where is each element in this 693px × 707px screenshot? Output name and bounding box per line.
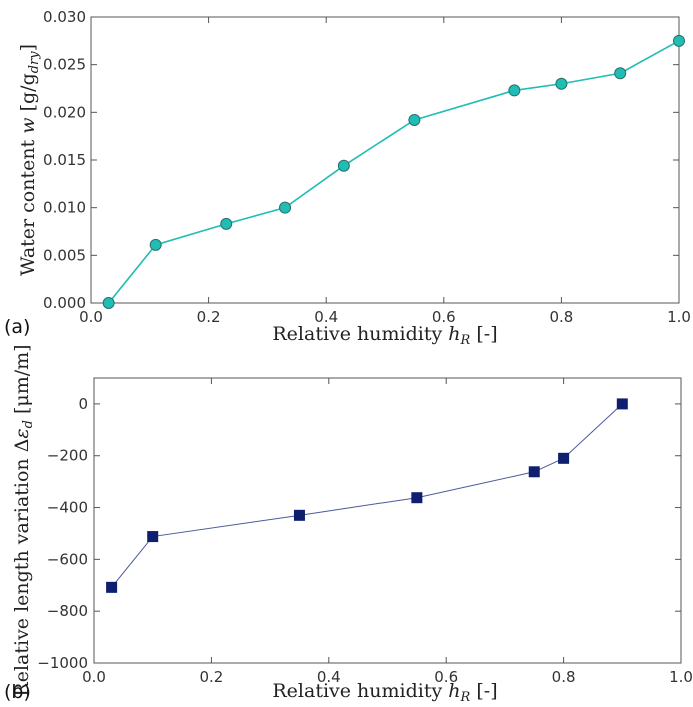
data-point — [279, 201, 292, 214]
data-point — [673, 34, 685, 47]
data-point — [411, 492, 423, 504]
x-axis-label: Relative humidity hR [-] — [272, 680, 497, 705]
plot-frame — [93, 377, 682, 664]
data-point — [337, 159, 350, 172]
chart-panel-a: 0.0 0.2 0.4 0.6 0.8 1.0 0.000 0.005 0.010 0.015 0.… — [4, 8, 691, 348]
y-axis-label: Relative length variation Δεd [μm/m] — [11, 344, 36, 696]
y-tick-label: −1000 — [37, 654, 88, 672]
x-tick-label: 0.2 — [197, 308, 221, 326]
y-axis-label: Water content w [g/gdry] — [17, 44, 42, 276]
x-tick-label: 0.0 — [79, 308, 103, 326]
data-point — [616, 398, 628, 410]
data-point — [558, 452, 570, 464]
x-tick-label: 0.6 — [434, 668, 458, 686]
data-point — [293, 509, 305, 521]
panel-label: (a) — [4, 316, 30, 338]
x-tick-label: 0.8 — [552, 668, 576, 686]
y-tick-label: 0.030 — [43, 8, 86, 26]
x-tick-label: 0.4 — [317, 668, 341, 686]
x-tick-label: 0.6 — [432, 308, 456, 326]
y-tick-label: −800 — [47, 602, 88, 620]
data-point — [508, 84, 521, 97]
y-tick-label: 0.020 — [43, 103, 86, 121]
y-tick-label: 0.010 — [43, 199, 86, 217]
x-tick-label: 1.0 — [669, 668, 693, 686]
data-point — [528, 466, 540, 478]
y-tick-label: 0.025 — [43, 56, 86, 74]
x-tick-label: 1.0 — [667, 308, 691, 326]
data-point — [106, 581, 118, 593]
y-tick-label: 0.000 — [43, 294, 86, 312]
y-tick-label: 0.005 — [43, 246, 86, 264]
x-axis-label: Relative humidity hR [-] — [272, 323, 497, 348]
data-point — [408, 113, 421, 126]
data-point — [614, 67, 627, 80]
x-tick-label: 0.8 — [549, 308, 573, 326]
data-point — [147, 531, 159, 543]
y-tick-label: −200 — [47, 447, 88, 465]
y-tick-label: −400 — [47, 499, 88, 517]
data-point — [102, 297, 115, 309]
y-tick-label: −600 — [47, 550, 88, 568]
series-line — [108, 40, 680, 304]
series-line — [111, 403, 623, 588]
data-point — [149, 238, 162, 251]
y-tick-label: 0.015 — [43, 151, 86, 169]
chart-panel-b: 0.0 0.2 0.4 0.6 0.8 1.0 −1000 −800 −600 −400 −200 0… — [4, 344, 693, 705]
x-tick-label: 0.2 — [199, 668, 223, 686]
x-tick-label: 0.0 — [82, 668, 106, 686]
data-point — [555, 77, 568, 90]
plot-frame — [90, 16, 680, 304]
panel-label: (b) — [4, 681, 31, 703]
data-point — [220, 217, 233, 230]
y-tick-label: 0 — [78, 395, 88, 413]
x-tick-label: 0.4 — [314, 308, 338, 326]
